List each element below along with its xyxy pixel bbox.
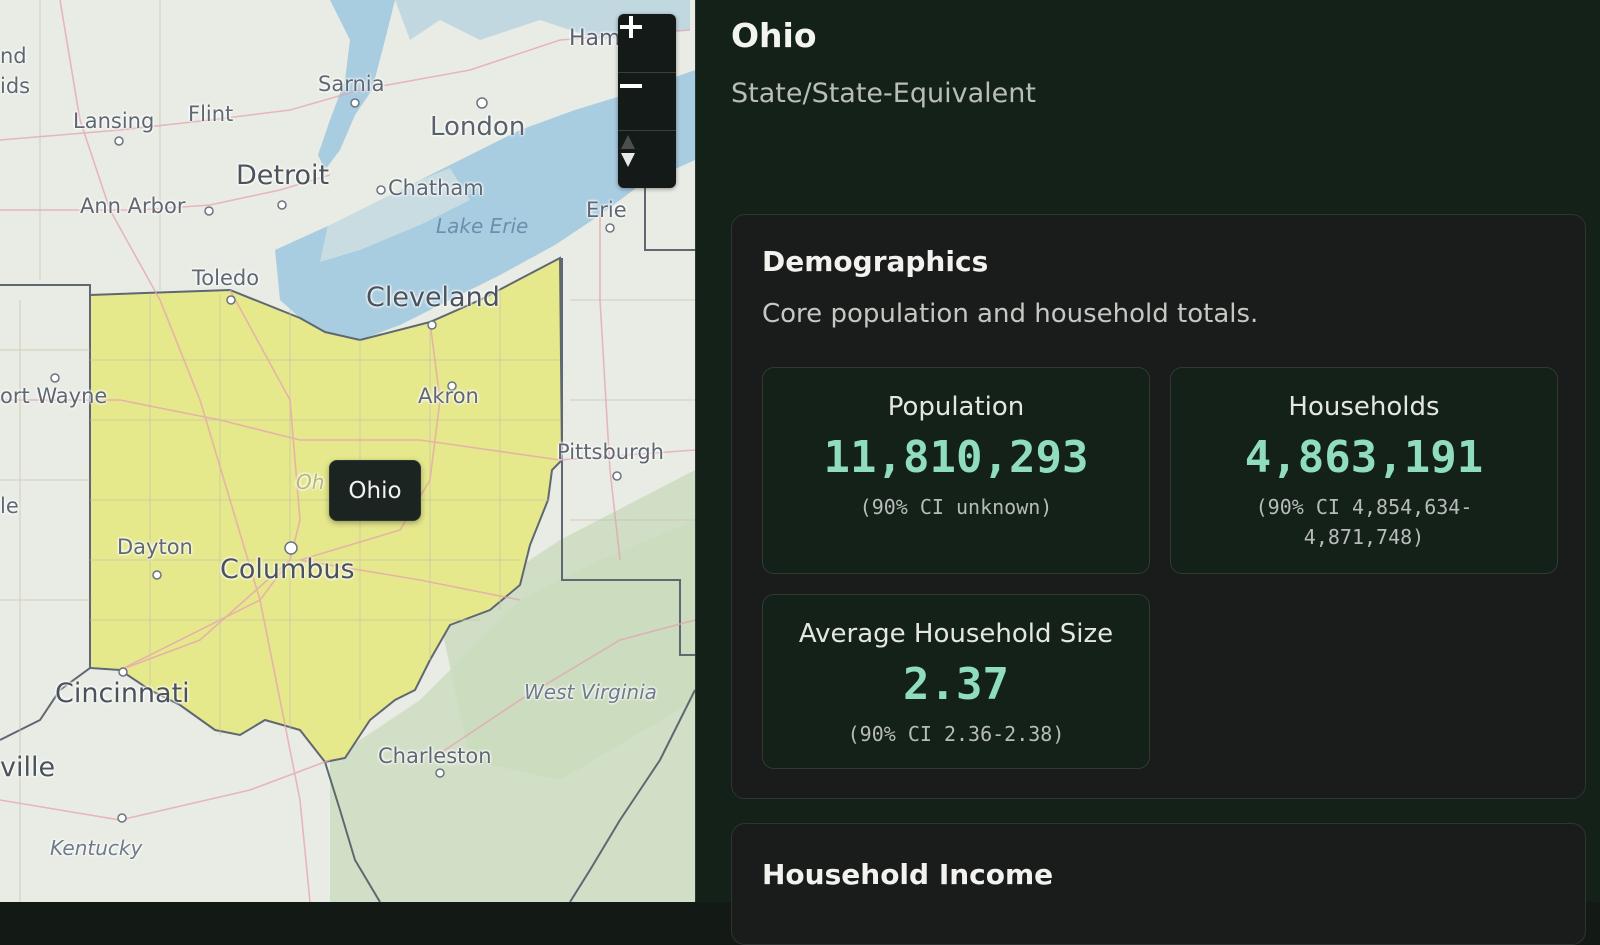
plus-icon: [620, 16, 642, 38]
map-label-toledo: Toledo: [192, 266, 260, 290]
stat-label: Population: [887, 392, 1025, 422]
geography-type: State/State-Equivalent: [731, 78, 1036, 109]
map-label-columbus: Columbus: [220, 554, 355, 585]
map-label-detroit: Detroit: [236, 160, 330, 191]
zoom-out-button[interactable]: [618, 72, 676, 131]
stat-confidence-interval: (90% CI unknown): [859, 495, 1053, 519]
stat-value: 11,810,293: [823, 432, 1089, 483]
stat-card-households: Households 4,863,191 (90% CI 4,854,634-4…: [1170, 367, 1558, 574]
map-label-hamilton: Ham: [569, 26, 621, 51]
map-label-grand-rapids: ids: [0, 74, 31, 98]
stat-confidence-interval: (90% CI 4,854,634-4,871,748): [1255, 495, 1473, 549]
north-arrow-icon: [621, 135, 635, 167]
map-label-le: le: [0, 494, 19, 518]
map-label-ohio-state: Oh: [296, 470, 325, 494]
household-income-card: Household Income: [731, 823, 1586, 945]
map-label-chatham: Chatham: [388, 176, 484, 200]
map-label-ville: ville: [0, 752, 56, 783]
map-label-pittsburgh: Pittsburgh: [557, 440, 664, 464]
map-label-dayton: Dayton: [117, 535, 193, 559]
map-label-lake-erie: Lake Erie: [436, 214, 529, 238]
map-label-kentucky: Kentucky: [50, 836, 143, 860]
map-label-cleveland: Cleveland: [366, 282, 500, 313]
section-description: Core population and household totals.: [762, 299, 1259, 329]
stat-label: Average Household Size: [798, 619, 1114, 649]
stat-card-average-household-size: Average Household Size 2.37 (90% CI 2.36…: [762, 594, 1150, 769]
minus-icon: [620, 84, 642, 88]
map-label-flint: Flint: [188, 102, 234, 126]
stat-card-population: Population 11,810,293 (90% CI unknown): [762, 367, 1150, 574]
stat-value: 4,863,191: [1244, 432, 1484, 483]
page-title: Ohio: [731, 16, 817, 55]
stat-confidence-interval: (90% CI 2.36-2.38): [847, 722, 1065, 746]
map-label-london: London: [430, 112, 526, 142]
map-label-erie: Erie: [586, 198, 627, 222]
map-label-akron: Akron: [418, 384, 479, 408]
map-label-charleston: Charleston: [378, 744, 492, 768]
map-view[interactable]: nd ids Lansing Flint Sarnia London Ham D…: [0, 0, 695, 902]
demographics-card: Demographics Core population and househo…: [731, 214, 1586, 799]
zoom-in-button[interactable]: [618, 14, 676, 72]
map-label-ann-arbor: Ann Arbor: [80, 194, 186, 218]
map-canvas: [0, 0, 695, 902]
map-label-grand-rapids: nd: [0, 44, 27, 68]
details-panel: Ohio State/State-Equivalent Demographics…: [695, 0, 1600, 945]
map-zoom-controls: [618, 14, 676, 188]
reset-bearing-button[interactable]: [618, 130, 676, 189]
section-heading: Household Income: [762, 858, 1054, 891]
stat-label: Households: [1288, 392, 1440, 422]
map-hover-tooltip: Ohio: [329, 460, 421, 521]
stat-value: 2.37: [903, 659, 1009, 710]
map-label-lansing: Lansing: [73, 109, 155, 133]
map-label-cincinnati: Cincinnati: [55, 678, 190, 709]
section-heading: Demographics: [762, 245, 989, 278]
map-label-sarnia: Sarnia: [318, 72, 385, 96]
map-label-west-virginia: West Virginia: [524, 680, 657, 704]
map-label-fort-wayne: ort Wayne: [0, 384, 108, 408]
